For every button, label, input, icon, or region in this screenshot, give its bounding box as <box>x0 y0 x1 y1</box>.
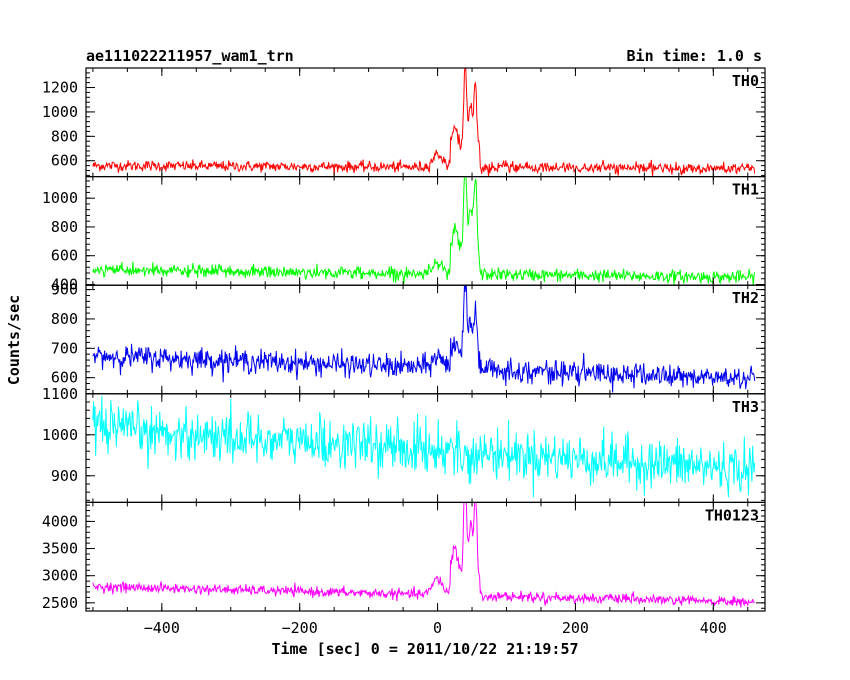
y-tick-label: 900 <box>51 281 78 299</box>
panel-label-th0: TH0 <box>732 72 759 90</box>
y-tick-label: 800 <box>51 218 78 236</box>
panel-th3: TH3 900 1000 1100 <box>42 385 766 503</box>
y-tick-label: 3500 <box>42 540 78 558</box>
bin-time-label: Bin time: 1.0 s <box>627 47 762 65</box>
y-tick-label: 700 <box>51 339 78 357</box>
y-tick-label: 800 <box>51 310 78 328</box>
y-tick-label: 1100 <box>42 385 78 403</box>
y-tick-label: 600 <box>51 152 78 170</box>
panel-th1: TH1 400 600 800 1000 <box>42 176 766 293</box>
y-tick-label: 900 <box>51 467 78 485</box>
y-tick-label: 800 <box>51 127 78 145</box>
panel-th0123: TH0123 2500 3000 3500 4000 <box>42 501 766 612</box>
light-curve-th2 <box>92 285 756 393</box>
light-curve-th0 <box>92 68 756 177</box>
light-curve-th0123 <box>92 502 755 608</box>
y-tick-label: 1000 <box>42 189 78 207</box>
panel-label-th2: TH2 <box>732 289 759 307</box>
y-tick-label: 1200 <box>42 79 78 97</box>
light-curve-th1 <box>92 176 756 286</box>
x-tick-label: 400 <box>700 619 727 637</box>
x-tick-label: −200 <box>282 619 318 637</box>
y-tick-label: 3000 <box>42 567 78 585</box>
y-tick-label: 600 <box>51 369 78 387</box>
panel-label-th3: TH3 <box>732 398 759 416</box>
panel-label-th0123: TH0123 <box>705 506 759 524</box>
x-axis-label: Time [sec] 0 = 2011/10/22 21:19:57 <box>271 640 578 658</box>
x-tick-label: −400 <box>144 619 180 637</box>
panels-group: TH0 600 800 1000 1200 TH1 400 600 800 1000 TH2 600 7… <box>42 67 766 637</box>
y-tick-label: 600 <box>51 247 78 265</box>
x-tick-label: 200 <box>562 619 589 637</box>
panel-label-th1: TH1 <box>732 181 759 199</box>
y-tick-label: 400 <box>51 275 78 293</box>
y-tick-label: 1000 <box>42 103 78 121</box>
y-tick-label: 4000 <box>42 512 78 530</box>
chart-title: ae111022211957_wam1_trn <box>86 47 294 65</box>
x-tick-label: 0 <box>433 619 442 637</box>
panel-frame-th0123 <box>85 501 766 612</box>
y-tick-label: 1000 <box>42 426 78 444</box>
light-curve-th3 <box>92 395 756 498</box>
y-axis-label: Counts/sec <box>5 295 23 385</box>
y-tick-label: 2500 <box>42 594 78 612</box>
